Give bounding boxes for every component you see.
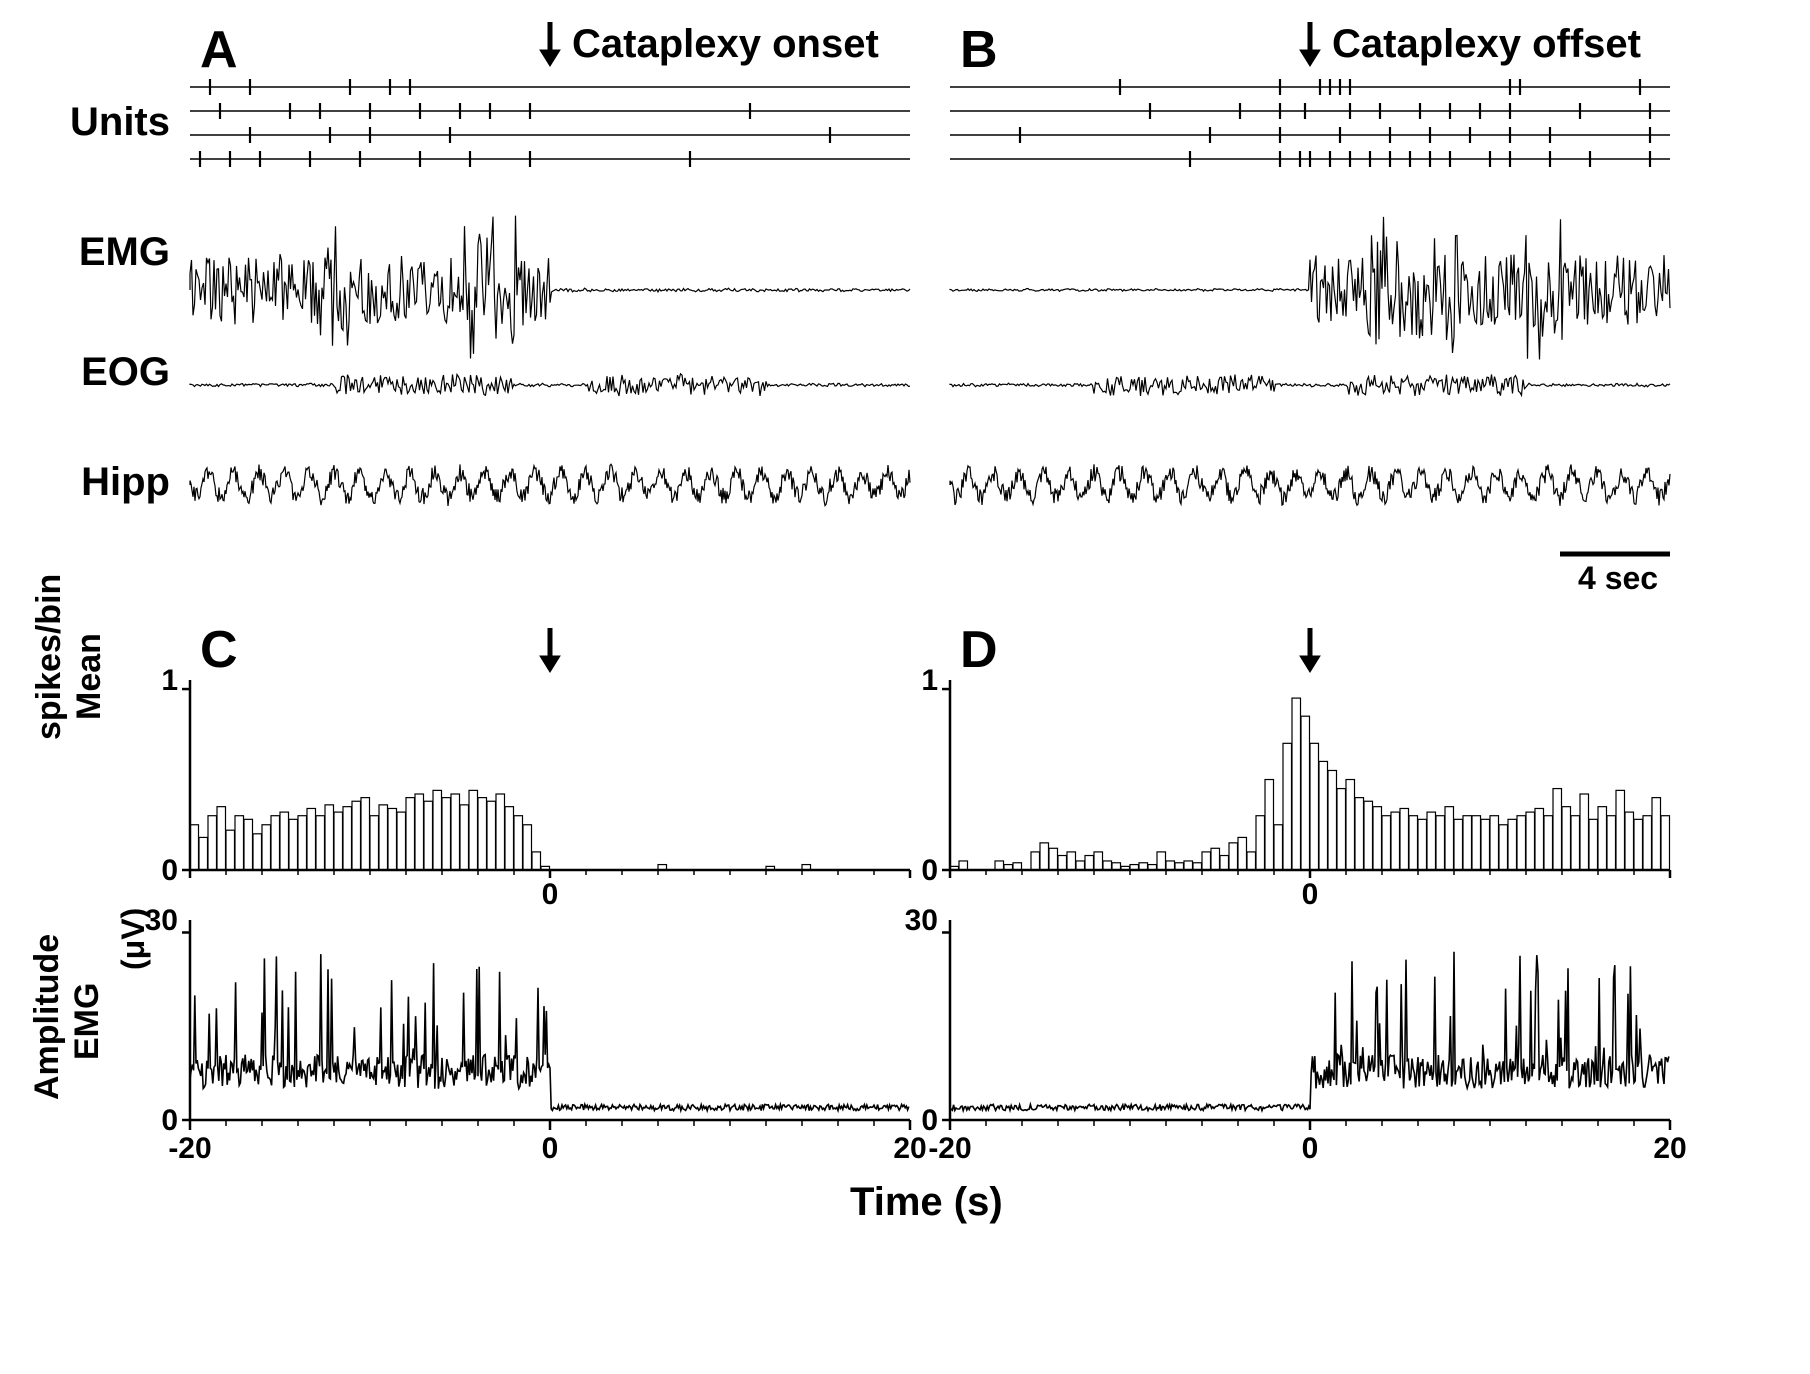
row-label-eog: EOG: [20, 350, 170, 395]
panel-label-d: D: [960, 620, 998, 680]
scale-bar-label: 4 sec: [1578, 560, 1658, 597]
cataplexy-onset-label: Cataplexy onset: [572, 22, 879, 67]
scale-bar: [1560, 550, 1674, 560]
event-arrow: [536, 22, 564, 68]
event-arrow: [536, 628, 564, 674]
histogram-c: [190, 680, 916, 876]
panel-label-c: C: [200, 620, 238, 680]
eog-trace: [950, 360, 1670, 410]
xlabel-time: Time (s): [850, 1180, 1003, 1225]
row-label-emg: EMG: [20, 230, 170, 275]
ylabel-spikes: spikes/bin: [30, 574, 69, 740]
emg-trace: [950, 245, 1670, 335]
eog-trace: [190, 360, 910, 410]
emg-amplitude-c: [190, 920, 916, 1160]
cataplexy-offset-label: Cataplexy offset: [1332, 22, 1641, 67]
histogram-d: [950, 680, 1676, 876]
units-raster: [190, 75, 910, 179]
emg-amplitude-d: [950, 920, 1676, 1160]
panel-label-a: A: [200, 20, 238, 80]
hipp-trace: [190, 440, 910, 530]
row-label-units: Units: [20, 100, 170, 145]
event-arrow: [1296, 22, 1324, 68]
row-label-hipp: Hipp: [20, 460, 170, 505]
event-arrow: [1296, 628, 1324, 674]
emg-trace: [190, 245, 910, 335]
units-raster: [950, 75, 1670, 179]
hipp-trace: [950, 440, 1670, 530]
panel-label-b: B: [960, 20, 998, 80]
